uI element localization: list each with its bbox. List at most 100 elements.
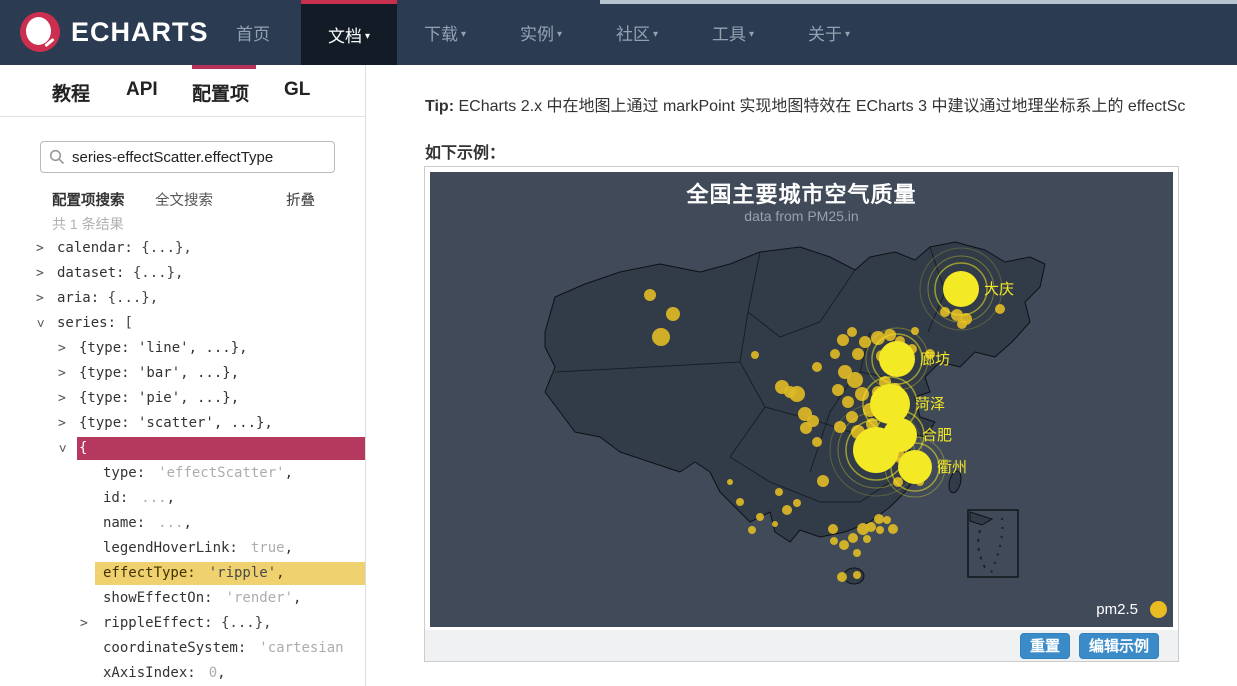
tree-row-text: aria: {...}, [0, 286, 365, 311]
tree-row[interactable]: name:..., [0, 511, 365, 536]
echarts-logo-icon [20, 12, 60, 52]
chevron-down-icon: ▾ [844, 29, 851, 40]
map-dot [751, 351, 759, 359]
nav-item[interactable]: 首页 [205, 0, 301, 65]
tree-key: calendar: [57, 240, 133, 256]
tree-row[interactable]: >{ [0, 436, 365, 461]
logo-ball [26, 17, 51, 45]
map-dot [846, 411, 858, 423]
map-dot [893, 477, 903, 487]
tree-key: series: [57, 315, 117, 331]
tree-row[interactable]: legendHoverLink: true, [0, 536, 365, 561]
sidebar-divider [365, 65, 366, 686]
map-dot [652, 328, 670, 346]
example-chart-card: 大庆 廊坊 菏泽 合肥 衢州 全国主要城市空气质量 data from PM25.in … [424, 166, 1179, 662]
tree-row[interactable]: > aria: {...}, [0, 286, 365, 311]
reset-button[interactable]: 重置 [1019, 632, 1070, 659]
echarts-logo[interactable]: ECHARTS [20, 12, 209, 52]
tab-GL[interactable]: GL [284, 79, 311, 100]
chevron-right-icon[interactable]: > [58, 341, 66, 356]
map-dot [940, 307, 950, 317]
map-dot [736, 498, 744, 506]
tree-row-text: series: [ [0, 311, 365, 336]
result-count: 共 1 条结果 [52, 216, 124, 232]
nav-item[interactable]: 下载 ▾ [397, 0, 493, 65]
tree-rest: {...}, [132, 240, 192, 256]
tree-row[interactable]: > {type: 'scatter', ...}, [0, 411, 365, 436]
tree-row[interactable]: > {type: 'bar', ...}, [0, 361, 365, 386]
tab-教程[interactable]: 教程 [52, 84, 91, 105]
nav-item[interactable]: 社区 ▾ [589, 0, 685, 65]
south-sea-inset [967, 509, 1019, 578]
map-dot [817, 475, 829, 487]
map-dot [666, 307, 680, 321]
example-toolbar: 重置 编辑示例 [425, 630, 1178, 661]
tree-row[interactable]: effectType: 'ripple', [0, 561, 365, 586]
tree-row[interactable]: > calendar: {...}, [0, 236, 365, 261]
nav-item[interactable]: 工具 ▾ [685, 0, 781, 65]
tree-value: ... [158, 515, 184, 531]
tree-row-text: name:..., [0, 511, 365, 536]
chart-legend[interactable]: pm2.5 [1096, 601, 1167, 618]
tab-API[interactable]: API [126, 79, 158, 100]
chevron-right-icon[interactable]: > [36, 241, 44, 256]
search-mode-row: 配置项搜索 全文搜索 折叠 [0, 189, 365, 209]
tree-suffix: , [276, 565, 285, 581]
map-dot [855, 387, 869, 401]
tree-suffix: , [293, 590, 302, 606]
mode-fulltext-search[interactable]: 全文搜索 [155, 193, 213, 209]
tree-row[interactable]: coordinateSystem: 'cartesian [0, 636, 365, 661]
tree-key: effectType: [103, 565, 196, 581]
ripple-ring [871, 333, 923, 385]
tree-value: 'cartesian [259, 640, 344, 656]
tree-row[interactable]: > rippleEffect: {...}, [0, 611, 365, 636]
city-label: 廊坊 [920, 351, 950, 368]
city-label: 衢州 [937, 459, 967, 476]
chevron-right-icon[interactable]: > [58, 391, 66, 406]
tree-row[interactable]: > {type: 'line', ...}, [0, 336, 365, 361]
tree-row-text: { [0, 436, 365, 461]
tree-row[interactable]: xAxisIndex: 0, [0, 661, 365, 686]
tree-key: id: [103, 490, 129, 506]
map-dot [859, 336, 871, 348]
tree-key: coordinateSystem: [103, 640, 247, 656]
tree-rest: {...}, [212, 615, 272, 631]
tree-key: xAxisIndex: [103, 665, 196, 681]
tree-row-text: coordinateSystem: 'cartesian [0, 636, 365, 661]
edit-example-button[interactable]: 编辑示例 [1078, 632, 1159, 659]
chevron-right-icon[interactable]: > [36, 266, 44, 281]
tree-row[interactable]: > {type: 'pie', ...}, [0, 386, 365, 411]
tree-suffix: , [284, 540, 294, 556]
chevron-right-icon[interactable]: > [58, 366, 66, 381]
legend-label: pm2.5 [1096, 601, 1138, 618]
tree-row[interactable]: > series: [ [0, 311, 365, 336]
option-search-box[interactable] [40, 141, 335, 173]
map-dot [839, 540, 849, 550]
nav-item[interactable]: 实例 ▾ [493, 0, 589, 65]
legend-dot-icon [1150, 601, 1167, 618]
effect-point [853, 427, 899, 473]
map-dot [848, 533, 858, 543]
map-dot [874, 514, 884, 524]
nav-item[interactable]: 文档 ▾ [301, 0, 397, 65]
search-input[interactable] [72, 148, 326, 166]
map-dot [828, 524, 838, 534]
collapse-button[interactable]: 折叠 [286, 193, 315, 209]
chevron-right-icon[interactable]: > [80, 616, 88, 631]
tree-value: true [250, 540, 285, 556]
tree-row[interactable]: id:..., [0, 486, 365, 511]
chart-title: 全国主要城市空气质量 [686, 182, 917, 207]
tree-row[interactable]: showEffectOn: 'render', [0, 586, 365, 611]
map-dot [852, 348, 864, 360]
nav-item[interactable]: 关于 ▾ [781, 0, 877, 65]
tree-row[interactable]: type: 'effectScatter', [0, 461, 365, 486]
chevron-right-icon[interactable]: > [58, 416, 66, 431]
air-quality-chart[interactable]: 大庆 廊坊 菏泽 合肥 衢州 全国主要城市空气质量 data from PM25.in … [430, 172, 1173, 627]
tip-label: Tip: [425, 98, 455, 115]
tree-row[interactable]: > dataset: {...}, [0, 261, 365, 286]
chevron-right-icon[interactable]: > [36, 291, 44, 306]
tab-配置项[interactable]: 配置项 [192, 84, 250, 105]
mode-option-search[interactable]: 配置项搜索 [52, 193, 125, 209]
ripple-ring [837, 411, 915, 489]
map-dot [857, 523, 869, 535]
